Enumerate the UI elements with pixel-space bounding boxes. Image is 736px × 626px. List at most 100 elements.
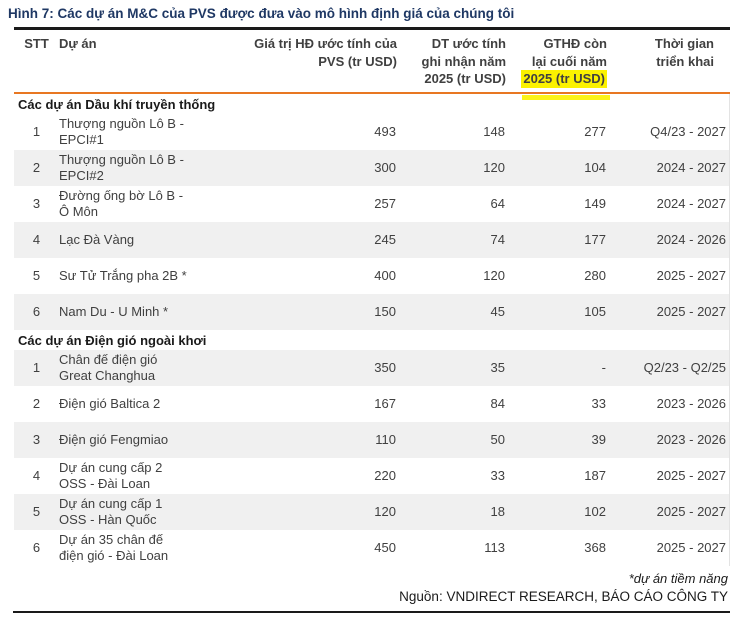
footnote-potential-project: *dự án tiềm năng: [628, 570, 728, 586]
cell-revenue: 33: [490, 467, 505, 483]
cell-stt: 2: [32, 159, 41, 175]
column-header-timeline: Thời gian triển khai: [654, 36, 714, 69]
cell-revenue: 120: [483, 159, 505, 175]
table-row: 1 Chân đế điện gió Great Changhua 350 35…: [14, 349, 729, 386]
table-row: 1 Thượng nguồn Lô B - EPCI#1 493 148 277…: [14, 114, 729, 150]
cell-revenue: 84: [490, 395, 505, 411]
cell-stt: 6: [32, 303, 41, 319]
table-row: 2 Điện gió Baltica 2 167 84 33 2023 - 20…: [14, 386, 729, 422]
cell-project: Dự án cung cấp 2 OSS - Đài Loan: [59, 460, 163, 491]
cell-timeline: 2025 - 2027: [656, 467, 726, 483]
cell-backlog: 102: [584, 503, 606, 519]
cell-stt: 1: [32, 359, 41, 375]
cell-project: Đường ống bờ Lô B - Ô Môn: [59, 188, 184, 219]
table-row: 3 Điện gió Fengmiao 110 50 39 2023 - 202…: [14, 421, 729, 458]
cell-contract: 257: [374, 195, 396, 211]
cell-stt: 3: [32, 431, 41, 447]
cell-backlog: -: [601, 359, 606, 375]
cell-backlog: 277: [584, 123, 606, 139]
cell-stt: 1: [32, 123, 41, 139]
cell-contract: 300: [374, 159, 396, 175]
table-row: 3 Đường ống bờ Lô B - Ô Môn 257 64 149 2…: [14, 186, 729, 222]
cell-backlog: 149: [584, 195, 606, 211]
cell-contract: 150: [374, 303, 396, 319]
cell-contract: 400: [374, 267, 396, 283]
cell-timeline: Q4/23 - 2027: [650, 123, 726, 139]
cell-stt: 6: [32, 539, 41, 555]
cell-revenue: 64: [490, 195, 505, 211]
cell-backlog: 105: [584, 303, 606, 319]
bottom-divider: [13, 610, 730, 613]
cell-backlog: 187: [584, 467, 606, 483]
cell-backlog: 33: [591, 395, 606, 411]
cell-stt: 2: [32, 395, 41, 411]
cell-revenue: 35: [490, 359, 505, 375]
cell-project: Chân đế điện gió Great Changhua: [59, 352, 158, 383]
cell-project: Sư Tử Trắng pha 2B *: [59, 267, 187, 283]
cell-backlog: 104: [584, 159, 606, 175]
figure-title: Hình 7: Các dự án M&C của PVS được đưa v…: [8, 6, 515, 21]
backlog-highlighted-text: 2025 (tr USD): [521, 70, 607, 88]
cell-contract: 350: [374, 359, 396, 375]
cell-contract: 450: [374, 539, 396, 555]
cell-timeline: 2025 - 2027: [656, 503, 726, 519]
cell-backlog: 177: [584, 231, 606, 247]
column-header-backlog: GTHĐ còn lại cuối năm 2025 (tr USD): [509, 35, 611, 88]
cell-backlog: 368: [584, 539, 606, 555]
highlight-marker-smear: [522, 94, 610, 100]
section-header-offshore-wind: Các dự án Điện gió ngoài khơi: [14, 329, 729, 350]
cell-backlog: 39: [591, 431, 606, 447]
column-header-project: Dự án: [59, 36, 97, 51]
cell-project: Điện gió Baltica 2: [59, 395, 161, 411]
cell-timeline: 2023 - 2026: [656, 395, 726, 411]
cell-project: Thượng nguồn Lô B - EPCI#2: [59, 152, 184, 183]
column-header-revenue-2025: DT ước tính ghi nhận năm 2025 (tr USD): [421, 36, 507, 86]
cell-contract: 245: [374, 231, 396, 247]
cell-project: Lạc Đà Vàng: [59, 231, 135, 247]
cell-timeline: 2024 - 2026: [656, 231, 726, 247]
cell-contract: 167: [374, 395, 396, 411]
cell-revenue: 74: [490, 231, 505, 247]
cell-revenue: 50: [490, 431, 505, 447]
cell-project: Dự án 35 chân đế điện gió - Đài Loan: [59, 532, 169, 563]
table-row: 4 Lạc Đà Vàng 245 74 177 2024 - 2026: [14, 221, 729, 258]
cell-stt: 3: [32, 195, 41, 211]
figure-7-table: Hình 7: Các dự án M&C của PVS được đưa v…: [0, 6, 736, 613]
cell-timeline: 2025 - 2027: [656, 539, 726, 555]
column-header-stt: STT: [24, 36, 49, 51]
cell-revenue: 120: [483, 267, 505, 283]
projects-table: STT Dự án Giá trị HĐ ước tính của PVS (t…: [14, 27, 730, 566]
column-header-contract-value: Giá trị HĐ ước tính của PVS (tr USD): [254, 36, 397, 69]
cell-project: Điện gió Fengmiao: [59, 431, 169, 447]
table-row: 2 Thượng nguồn Lô B - EPCI#2 300 120 104…: [14, 149, 729, 186]
table-row: 6 Nam Du - U Minh * 150 45 105 2025 - 20…: [14, 293, 729, 330]
cell-revenue: 18: [490, 503, 505, 519]
cell-contract: 493: [374, 123, 396, 139]
cell-project: Nam Du - U Minh *: [59, 303, 169, 319]
table-row: 4 Dự án cung cấp 2 OSS - Đài Loan 220 33…: [14, 458, 729, 494]
cell-timeline: 2025 - 2027: [656, 267, 726, 283]
table-body: Các dự án Dầu khí truyền thống 1 Thượng …: [14, 93, 730, 566]
cell-stt: 4: [32, 467, 41, 483]
cell-revenue: 113: [484, 539, 505, 555]
cell-stt: 5: [32, 267, 41, 283]
cell-timeline: 2024 - 2027: [656, 159, 726, 175]
cell-contract: 120: [374, 503, 396, 519]
figure-footer: *dự án tiềm năng Nguồn: VNDIRECT RESEARC…: [0, 571, 736, 613]
cell-revenue: 148: [483, 123, 505, 139]
section-header-oil-gas: Các dự án Dầu khí truyền thống: [14, 93, 729, 114]
cell-stt: 5: [32, 503, 41, 519]
cell-stt: 4: [32, 231, 41, 247]
cell-timeline: 2025 - 2027: [656, 303, 726, 319]
cell-revenue: 45: [490, 303, 505, 319]
cell-contract: 110: [375, 431, 396, 447]
cell-project: Dự án cung cấp 1 OSS - Hàn Quốc: [59, 496, 163, 527]
table-row: 6 Dự án 35 chân đế điện gió - Đài Loan 4…: [14, 530, 729, 566]
cell-project: Thượng nguồn Lô B - EPCI#1: [59, 116, 184, 147]
cell-timeline: Q2/23 - Q2/25: [643, 359, 726, 375]
table-row: 5 Sư Tử Trắng pha 2B * 400 120 280 2025 …: [14, 258, 729, 294]
table-row: 5 Dự án cung cấp 1 OSS - Hàn Quốc 120 18…: [14, 493, 729, 530]
table-header-row: STT Dự án Giá trị HĐ ước tính của PVS (t…: [14, 30, 730, 100]
cell-timeline: 2023 - 2026: [656, 431, 726, 447]
column-header-backlog-text: GTHĐ còn lại cuối năm: [531, 36, 607, 69]
